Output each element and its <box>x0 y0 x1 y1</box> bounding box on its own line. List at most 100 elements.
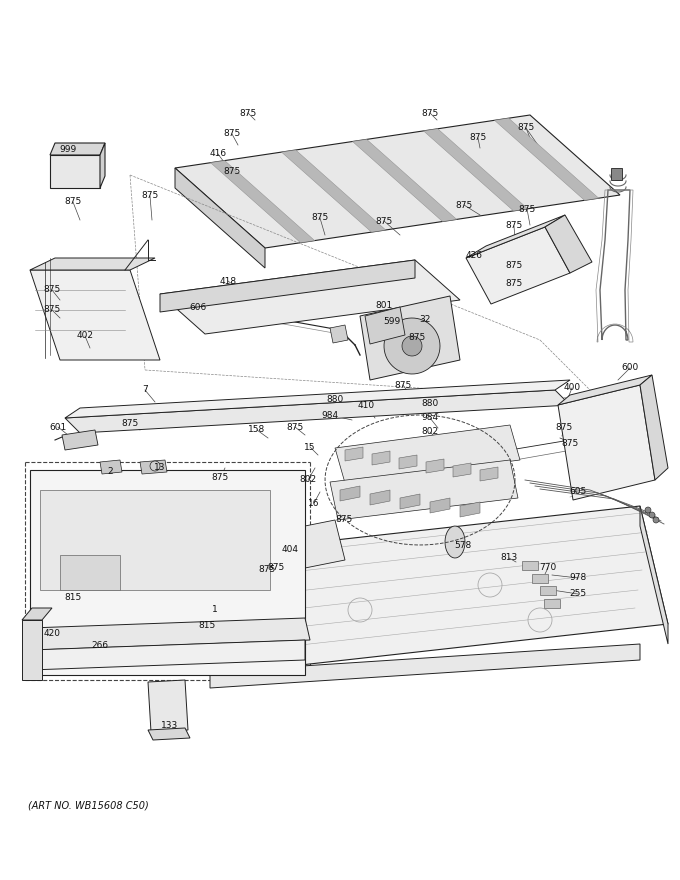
Polygon shape <box>211 160 315 243</box>
Polygon shape <box>160 260 415 312</box>
Polygon shape <box>402 336 422 356</box>
Text: 802: 802 <box>299 475 317 485</box>
Text: 599: 599 <box>384 318 401 326</box>
Polygon shape <box>384 318 440 374</box>
Polygon shape <box>532 574 548 583</box>
Text: 875: 875 <box>505 261 523 270</box>
Text: 875: 875 <box>469 134 487 143</box>
Text: 7: 7 <box>142 385 148 394</box>
Polygon shape <box>282 150 386 232</box>
Text: 13: 13 <box>154 464 166 473</box>
Text: 875: 875 <box>311 214 328 223</box>
Polygon shape <box>558 385 655 500</box>
Polygon shape <box>453 463 471 477</box>
Text: 158: 158 <box>248 426 266 435</box>
Polygon shape <box>65 390 570 433</box>
Text: 875: 875 <box>517 123 534 133</box>
Polygon shape <box>640 506 668 644</box>
Polygon shape <box>100 460 122 474</box>
Text: 875: 875 <box>375 216 392 225</box>
Text: 875: 875 <box>562 438 579 448</box>
Polygon shape <box>330 325 348 343</box>
Polygon shape <box>30 270 160 360</box>
Text: 984: 984 <box>322 410 339 420</box>
Text: 600: 600 <box>622 363 639 372</box>
Polygon shape <box>30 258 155 270</box>
Text: 426: 426 <box>466 251 483 260</box>
Text: 410: 410 <box>358 400 375 409</box>
Text: (ART NO. WB15608 C50): (ART NO. WB15608 C50) <box>28 800 149 810</box>
Polygon shape <box>30 470 305 675</box>
Text: 875: 875 <box>267 562 285 571</box>
Text: 875: 875 <box>223 129 241 138</box>
Polygon shape <box>352 139 457 222</box>
Circle shape <box>150 461 160 471</box>
Text: 875: 875 <box>422 108 439 118</box>
Polygon shape <box>50 143 105 155</box>
Polygon shape <box>365 307 405 344</box>
Text: 813: 813 <box>500 554 517 562</box>
Text: 875: 875 <box>121 420 139 429</box>
Text: 875: 875 <box>141 192 158 201</box>
Polygon shape <box>22 620 42 680</box>
Text: 1: 1 <box>212 605 218 614</box>
Polygon shape <box>494 118 598 201</box>
Polygon shape <box>466 215 565 258</box>
Polygon shape <box>62 430 98 450</box>
Text: 416: 416 <box>209 150 226 158</box>
Polygon shape <box>540 586 556 595</box>
Text: 875: 875 <box>239 108 256 118</box>
Text: 875: 875 <box>505 222 523 231</box>
Polygon shape <box>558 375 652 405</box>
Circle shape <box>649 512 655 518</box>
Polygon shape <box>30 640 305 670</box>
Polygon shape <box>400 494 420 509</box>
Polygon shape <box>370 490 390 505</box>
Polygon shape <box>175 168 265 268</box>
Text: 875: 875 <box>505 278 523 288</box>
Polygon shape <box>430 498 450 513</box>
Text: 578: 578 <box>454 541 472 551</box>
Text: 32: 32 <box>420 316 430 325</box>
Text: 875: 875 <box>409 334 426 342</box>
Polygon shape <box>160 260 460 334</box>
Polygon shape <box>50 155 100 188</box>
Polygon shape <box>480 467 498 481</box>
Text: 978: 978 <box>569 574 587 583</box>
Polygon shape <box>466 227 570 304</box>
Circle shape <box>645 507 651 513</box>
Text: 266: 266 <box>91 642 109 650</box>
Text: 815: 815 <box>199 621 216 630</box>
Polygon shape <box>426 459 444 473</box>
Text: 16: 16 <box>308 498 320 508</box>
Text: 880: 880 <box>422 399 439 407</box>
Polygon shape <box>225 520 345 582</box>
Text: 418: 418 <box>220 276 237 285</box>
Text: 404: 404 <box>282 545 299 554</box>
Polygon shape <box>399 455 417 469</box>
Polygon shape <box>175 115 620 248</box>
Text: 984: 984 <box>422 414 439 422</box>
Circle shape <box>653 517 659 523</box>
Polygon shape <box>544 599 560 608</box>
Text: 255: 255 <box>569 590 587 598</box>
Text: 133: 133 <box>161 722 179 730</box>
Polygon shape <box>445 526 465 558</box>
Polygon shape <box>611 168 622 180</box>
Text: 875: 875 <box>456 201 473 209</box>
Text: 875: 875 <box>65 197 82 207</box>
Text: 880: 880 <box>326 395 343 405</box>
Text: 801: 801 <box>375 302 392 311</box>
Text: 875: 875 <box>518 204 536 214</box>
Text: 875: 875 <box>286 422 304 431</box>
Text: 875: 875 <box>223 167 241 177</box>
Polygon shape <box>30 618 310 650</box>
Text: 15: 15 <box>304 443 316 451</box>
Text: 815: 815 <box>65 593 82 603</box>
Polygon shape <box>210 644 640 688</box>
Text: 601: 601 <box>50 422 67 431</box>
Polygon shape <box>460 502 480 517</box>
Text: 999: 999 <box>59 144 77 153</box>
Text: 875: 875 <box>258 564 275 574</box>
Polygon shape <box>345 447 363 461</box>
